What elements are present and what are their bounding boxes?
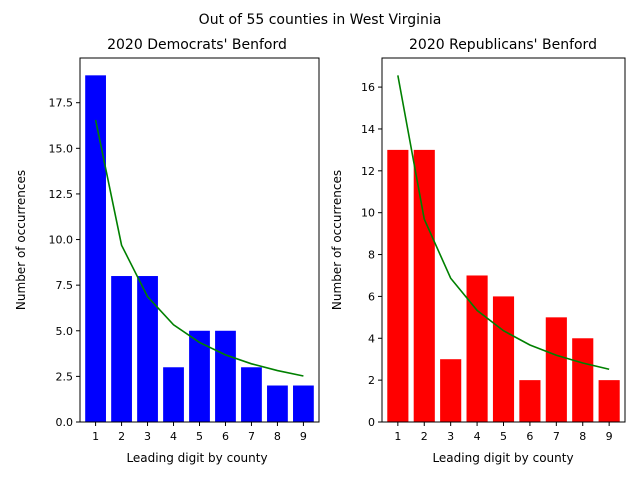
- republicans-xtick-label: 5: [500, 430, 507, 443]
- democrats-ytick-label: 0.0: [56, 416, 74, 429]
- democrats-xtick-label: 1: [92, 430, 99, 443]
- democrats-xtick-label: 3: [144, 430, 151, 443]
- democrats-plot-frame: [79, 57, 320, 423]
- democrats-x-axis-ticks: 1 2 3 4 5 6 7 8 9: [92, 422, 307, 443]
- republicans-xtick-label: 1: [394, 430, 401, 443]
- republicans-x-axis-label: Leading digit by county: [432, 451, 573, 465]
- republicans-bar-digit-6: [519, 380, 541, 422]
- republicans-xtick-label: 8: [579, 430, 586, 443]
- democrats-xtick-label: 9: [300, 430, 307, 443]
- republicans-ytick-label: 6: [368, 290, 375, 303]
- democrats-ytick-label: 15.0: [49, 142, 74, 155]
- republicans-bar-digit-3: [440, 359, 462, 422]
- democrats-bar-digit-2: [111, 276, 132, 422]
- republicans-xtick-label: 9: [606, 430, 613, 443]
- republicans-ytick-label: 8: [368, 249, 375, 262]
- republicans-x-axis-ticks: 1 2 3 4 5 6 7 8 9: [394, 422, 613, 443]
- democrats-ytick-label: 17.5: [49, 97, 74, 110]
- democrats-bar-digit-4: [163, 367, 184, 422]
- republicans-bar-digit-1: [387, 149, 409, 422]
- democrats-xtick-label: 4: [170, 430, 177, 443]
- figure-suptitle: Out of 55 counties in West Virginia: [199, 12, 442, 28]
- republicans-xtick-label: 7: [553, 430, 560, 443]
- republicans-subplot: 2020 Republicans' Benford 0246810121416 …: [330, 37, 626, 465]
- democrats-subplot-title: 2020 Democrats' Benford: [107, 37, 287, 53]
- democrats-xtick-label: 2: [118, 430, 125, 443]
- republicans-bar-digit-2: [413, 149, 435, 422]
- republicans-y-axis-label: Number of occurrences: [330, 170, 344, 310]
- republicans-xtick-label: 2: [421, 430, 428, 443]
- republicans-ytick-label: 2: [368, 374, 375, 387]
- republicans-bars: [387, 149, 620, 422]
- republicans-ytick-label: 0: [368, 416, 375, 429]
- republicans-xtick-label: 4: [474, 430, 481, 443]
- democrats-bar-digit-5: [189, 330, 210, 422]
- republicans-ytick-label: 10: [361, 207, 375, 220]
- democrats-bar-digit-7: [241, 367, 262, 422]
- republicans-benford-line: [397, 75, 610, 371]
- republicans-ytick-label: 4: [368, 332, 375, 345]
- republicans-bar-digit-4: [466, 275, 488, 422]
- republicans-bar-digit-9: [598, 380, 620, 422]
- democrats-ytick-label: 10.0: [49, 234, 74, 247]
- democrats-xtick-label: 8: [274, 430, 281, 443]
- republicans-plot-frame: [381, 57, 626, 423]
- republicans-benford-curve: [397, 75, 610, 371]
- republicans-ytick-label: 14: [361, 123, 375, 136]
- republicans-bar-digit-7: [545, 317, 567, 422]
- democrats-benford-curve: [94, 119, 304, 377]
- democrats-xtick-label: 5: [196, 430, 203, 443]
- republicans-bar-digit-5: [492, 296, 515, 422]
- democrats-xtick-label: 7: [248, 430, 255, 443]
- democrats-ytick-label: 5.0: [56, 325, 74, 338]
- democrats-xtick-label: 6: [222, 430, 229, 443]
- republicans-subplot-title: 2020 Republicans' Benford: [409, 37, 597, 53]
- democrats-y-axis-label: Number of occurrences: [14, 170, 28, 310]
- democrats-y-axis-ticks: 0.0 2.5 5.0 7.5 10.0 12.5 15.0 17.5: [49, 97, 80, 429]
- democrats-bar-digit-1: [85, 75, 106, 422]
- democrats-bar-digit-8: [267, 385, 288, 422]
- democrats-ytick-label: 7.5: [56, 279, 74, 292]
- republicans-y-axis-ticks: 0 2 4 6 8 10 12 14 16: [361, 81, 382, 429]
- democrats-bar-digit-9: [293, 385, 314, 422]
- democrats-x-axis-label: Leading digit by county: [126, 451, 267, 465]
- republicans-ytick-label: 16: [361, 81, 375, 94]
- republicans-xtick-label: 3: [447, 430, 454, 443]
- republicans-ytick-label: 12: [361, 165, 375, 178]
- democrats-bar-digit-3: [137, 276, 158, 422]
- democrats-ytick-label: 2.5: [56, 370, 74, 383]
- democrats-ytick-label: 12.5: [49, 188, 74, 201]
- democrats-bar-digit-6: [215, 330, 236, 422]
- republicans-bar-digit-8: [572, 338, 594, 422]
- democrats-subplot: 2020 Democrats' Benford 0.02.55.07.510.0…: [14, 37, 320, 465]
- republicans-xtick-label: 6: [526, 430, 533, 443]
- democrats-bars: [85, 75, 314, 422]
- democrats-benford-line: [94, 119, 304, 377]
